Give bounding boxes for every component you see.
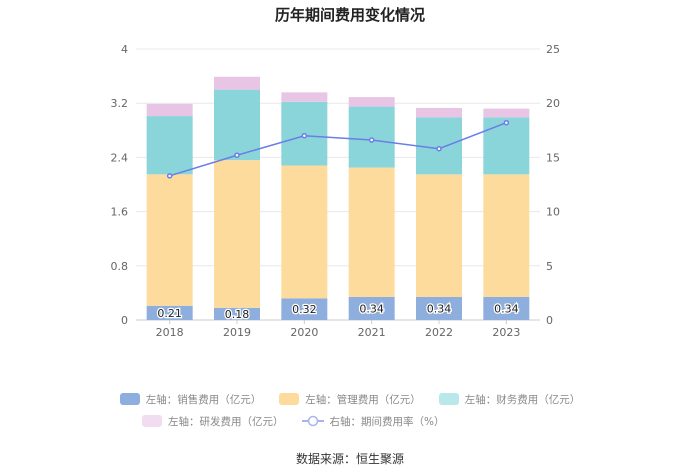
bar-segment (214, 160, 260, 308)
chart-title: 历年期间费用变化情况 (274, 6, 425, 24)
x-axis-tick-label: 2018 (156, 326, 184, 339)
bar-data-label: 0.21 (157, 307, 182, 320)
rate-line (169, 122, 507, 177)
bar-segment (146, 103, 193, 117)
bar-segment (483, 174, 530, 297)
bar-segment (483, 296, 530, 320)
right-axis-tick-label: 0 (546, 314, 553, 327)
legend-item-rate[interactable]: 右轴：期间费用率（%） (301, 414, 445, 429)
legend-swatch-admin (279, 393, 300, 405)
right-axis-tick-label: 5 (546, 260, 553, 273)
legend-label-sales: 左轴：销售费用（亿元） (145, 393, 262, 406)
bar-segment (214, 76, 260, 90)
right-axis-tick-label: 20 (546, 97, 560, 110)
bar-segment (416, 117, 462, 175)
legend-item-sales[interactable]: 左轴：销售费用（亿元） (119, 392, 262, 407)
left-axis-tick-label: 4 (121, 43, 128, 56)
bar-segment (483, 108, 530, 118)
bar-segment (416, 296, 462, 320)
bar-segment (281, 298, 328, 320)
legend-item-finance[interactable]: 左轴：财务费用（亿元） (438, 392, 581, 407)
right-axis-tick-label: 25 (546, 43, 560, 56)
legend-swatch-rnd (142, 415, 162, 427)
legend-item-rnd[interactable]: 左轴：研发费用（亿元） (142, 414, 284, 429)
legend-label-rnd: 左轴：研发费用（亿元） (168, 415, 284, 428)
left-axis-tick-label: 2.4 (111, 151, 129, 164)
legend-item-admin[interactable]: 左轴：管理费用（亿元） (279, 392, 421, 407)
bar-segment (146, 305, 193, 320)
bar-data-label: 0.34 (359, 302, 384, 315)
rate-point (503, 119, 510, 126)
legend: 左轴：销售费用（亿元） 左轴：管理费用（亿元） 左轴：财务费用（亿元） 左轴：研… (0, 389, 700, 433)
legend-label-admin: 左轴：管理费用（亿元） (305, 393, 421, 406)
bar-segment (348, 106, 395, 168)
left-axis-tick-label: 0 (121, 314, 128, 327)
bar-segment (281, 92, 328, 102)
bar-segment (348, 97, 395, 107)
rate-point (166, 173, 173, 179)
bar-segment (146, 116, 193, 175)
legend-label-rate: 右轴：期间费用率（%） (329, 415, 445, 428)
legend-swatch-sales (119, 393, 140, 405)
bar-segment (416, 174, 462, 297)
bar-segment (214, 89, 260, 161)
bar-segment (348, 296, 395, 320)
rate-point (368, 137, 375, 143)
left-axis-tick-label: 3.2 (111, 97, 129, 110)
rate-point (301, 132, 308, 139)
x-axis-tick-label: 2022 (425, 326, 453, 339)
legend-swatch-finance (438, 393, 459, 405)
right-axis-tick-label: 10 (546, 206, 560, 219)
left-axis-tick-label: 0.8 (111, 260, 129, 273)
right-axis-tick-label: 15 (546, 151, 560, 164)
left-axis-tick-label: 1.6 (111, 206, 129, 219)
x-axis-tick-label: 2021 (358, 326, 386, 339)
bar-segment (416, 107, 462, 118)
legend-line-rate-icon (301, 415, 324, 427)
bar-data-label: 0.18 (225, 308, 250, 321)
x-axis-tick-label: 2020 (290, 326, 318, 339)
bar-data-label: 0.34 (494, 302, 519, 315)
x-axis-tick-label: 2023 (492, 326, 520, 339)
bar-segment (214, 307, 260, 320)
bar-segment (483, 117, 530, 175)
bar-segment (348, 167, 395, 297)
data-source: 数据来源：恒生聚源 (295, 452, 404, 466)
bar-data-label: 0.32 (292, 303, 317, 316)
rate-point (234, 152, 240, 158)
bar-data-label: 0.34 (427, 302, 452, 315)
bar-segment (146, 174, 193, 306)
bar-segment (281, 165, 328, 299)
rate-point (436, 145, 442, 152)
x-axis-tick-label: 2019 (223, 326, 251, 339)
legend-label-finance: 左轴：财务费用（亿元） (464, 393, 581, 406)
